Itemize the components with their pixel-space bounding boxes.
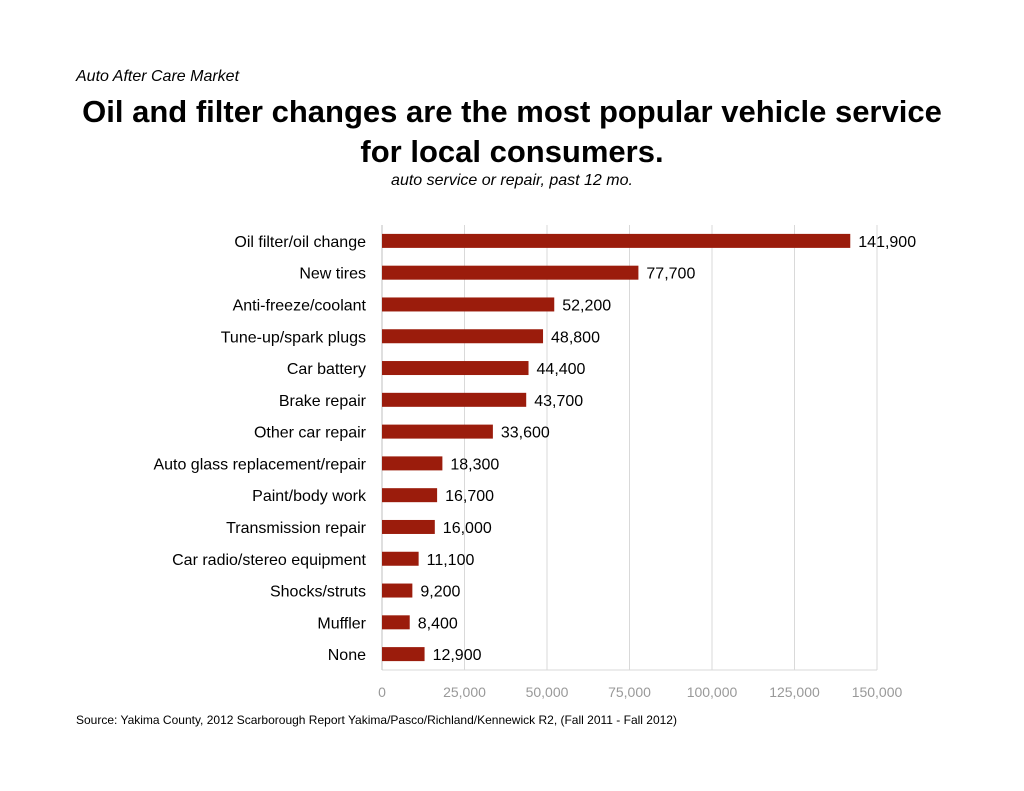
chart-subtitle: auto service or repair, past 12 mo. bbox=[391, 172, 633, 189]
bar bbox=[382, 297, 555, 312]
data-label: 16,700 bbox=[445, 488, 494, 505]
bar bbox=[382, 583, 413, 598]
bar bbox=[382, 647, 425, 662]
data-label: 141,900 bbox=[858, 234, 916, 251]
bar bbox=[382, 265, 639, 280]
category-label: Transmission repair bbox=[226, 520, 367, 537]
category-label: Tune-up/spark plugs bbox=[221, 329, 366, 346]
data-label: 12,900 bbox=[433, 647, 482, 664]
data-label: 8,400 bbox=[418, 615, 458, 632]
bar bbox=[382, 233, 851, 248]
chart-kicker: Auto After Care Market bbox=[76, 68, 240, 85]
category-label: Muffler bbox=[317, 615, 366, 632]
bar bbox=[382, 329, 544, 344]
category-label: Anti-freeze/coolant bbox=[233, 297, 367, 314]
bar bbox=[382, 392, 527, 407]
x-tick-label: 150,000 bbox=[852, 684, 903, 700]
data-label: 77,700 bbox=[646, 266, 695, 283]
category-label: Paint/body work bbox=[252, 488, 367, 505]
x-tick-label: 100,000 bbox=[687, 684, 738, 700]
category-label: Other car repair bbox=[254, 425, 367, 442]
category-label: New tires bbox=[299, 266, 366, 283]
data-label: 16,000 bbox=[443, 520, 492, 537]
chart-title: Oil and filter changes are the most popu… bbox=[82, 94, 942, 169]
bar bbox=[382, 488, 438, 503]
x-tick-label: 0 bbox=[378, 684, 386, 700]
source-note: Source: Yakima County, 2012 Scarborough … bbox=[76, 713, 677, 727]
data-label: 52,200 bbox=[562, 297, 611, 314]
data-label: 44,400 bbox=[537, 361, 586, 378]
category-label: Auto glass replacement/repair bbox=[153, 456, 366, 473]
x-tick-label: 25,000 bbox=[443, 684, 486, 700]
category-label: Oil filter/oil change bbox=[234, 234, 366, 251]
bar bbox=[382, 456, 443, 471]
x-tick-label: 125,000 bbox=[769, 684, 820, 700]
bar bbox=[382, 361, 529, 376]
data-label: 11,100 bbox=[427, 552, 475, 569]
bar bbox=[382, 519, 435, 534]
data-label: 33,600 bbox=[501, 425, 550, 442]
category-label: Brake repair bbox=[279, 393, 367, 410]
x-tick-label: 50,000 bbox=[526, 684, 569, 700]
bar bbox=[382, 424, 493, 439]
data-label: 43,700 bbox=[534, 393, 583, 410]
x-tick-label: 75,000 bbox=[608, 684, 651, 700]
data-label: 9,200 bbox=[420, 584, 460, 601]
category-label: None bbox=[328, 647, 366, 664]
category-label: Car battery bbox=[287, 361, 366, 378]
category-label: Shocks/struts bbox=[270, 584, 366, 601]
bar bbox=[382, 551, 419, 566]
data-label: 18,300 bbox=[450, 456, 499, 473]
data-label: 48,800 bbox=[551, 329, 600, 346]
bar bbox=[382, 615, 410, 630]
category-label: Car radio/stereo equipment bbox=[172, 552, 366, 569]
